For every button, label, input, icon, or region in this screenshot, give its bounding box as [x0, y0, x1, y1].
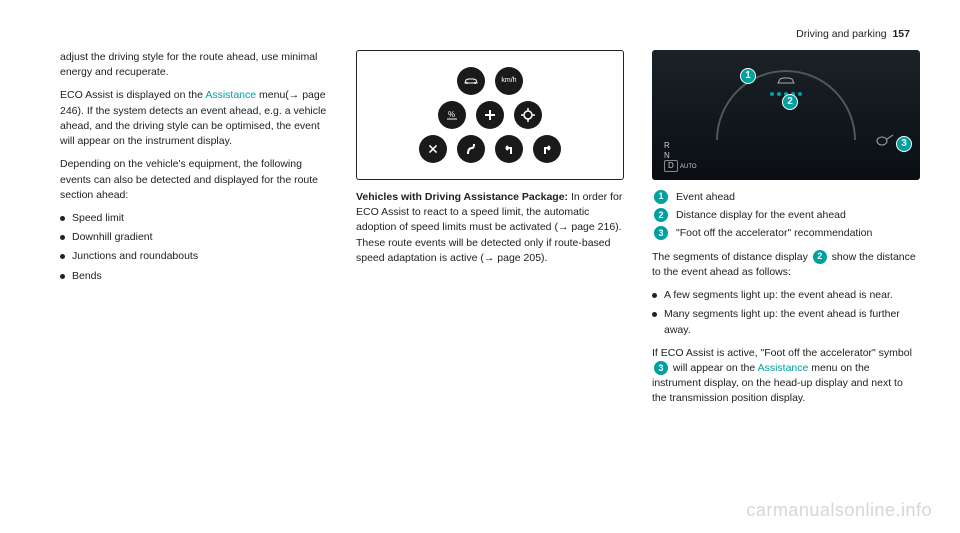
legend-row: 1Event ahead — [652, 190, 920, 205]
assistance-link: Assistance — [758, 362, 809, 374]
svg-text:%: % — [448, 110, 455, 119]
percent-icon: % — [438, 101, 466, 129]
right-turn-icon — [533, 135, 561, 163]
watermark: carmanualsonline.info — [746, 500, 932, 521]
cluster-figure: 1 2 3 R N D AUTO — [652, 50, 920, 180]
callout-1: 1 — [740, 68, 756, 84]
legend-row: 3"Foot off the accelerator" recommendati… — [652, 226, 920, 241]
car-silhouette-icon — [775, 74, 797, 91]
column-3: 1 2 3 R N D AUTO 1Event ahead 2Distance … — [652, 50, 920, 415]
assistance-link: Assistance — [205, 89, 256, 101]
list-item: Speed limit — [60, 211, 328, 226]
list-item: Bends — [60, 269, 328, 284]
callout-ref-3: 3 — [654, 361, 668, 375]
callout-2: 2 — [782, 94, 798, 110]
cross-icon — [419, 135, 447, 163]
icon-row — [419, 135, 561, 163]
icon-row: % — [438, 101, 542, 129]
legend-row: 2Distance display for the event ahead — [652, 208, 920, 223]
page-header: Driving and parking 157 — [796, 28, 910, 40]
para: Vehicles with Driving Assistance Package… — [356, 190, 624, 266]
icon-row: km/h — [457, 67, 523, 95]
list-item: A few segments light up: the event ahead… — [652, 288, 920, 303]
callout-3: 3 — [896, 136, 912, 152]
bend-icon — [457, 135, 485, 163]
page-content: adjust the driving style for the route a… — [0, 0, 960, 435]
section-title: Driving and parking — [796, 28, 886, 40]
roundabout-icon — [514, 101, 542, 129]
list-item: Many segments light up: the event ahead … — [652, 307, 920, 337]
column-2: km/h % Vehicles with Driving Assistance … — [356, 50, 624, 415]
para: adjust the driving style for the route a… — [60, 50, 328, 80]
car-icon — [457, 67, 485, 95]
column-1: adjust the driving style for the route a… — [60, 50, 328, 415]
para: Depending on the vehicle's equipment, th… — [60, 157, 328, 203]
para: If ECO Assist is active, "Foot off the a… — [652, 346, 920, 407]
page-number: 157 — [892, 28, 910, 40]
icon-figure: km/h % — [356, 50, 624, 180]
segment-list: A few segments light up: the event ahead… — [652, 288, 920, 338]
event-list: Speed limit Downhill gradient Junctions … — [60, 211, 328, 284]
legend: 1Event ahead 2Distance display for the e… — [652, 190, 920, 242]
list-item: Junctions and roundabouts — [60, 249, 328, 264]
callout-ref-2: 2 — [813, 250, 827, 264]
para: The segments of distance display 2 show … — [652, 250, 920, 280]
list-item: Downhill gradient — [60, 230, 328, 245]
gear-indicator: R N D AUTO — [664, 141, 697, 172]
kmh-icon: km/h — [495, 67, 523, 95]
left-turn-icon — [495, 135, 523, 163]
junction-icon — [476, 101, 504, 129]
para: ECO Assist is displayed on the Assistanc… — [60, 88, 328, 149]
foot-off-icon — [876, 131, 896, 152]
